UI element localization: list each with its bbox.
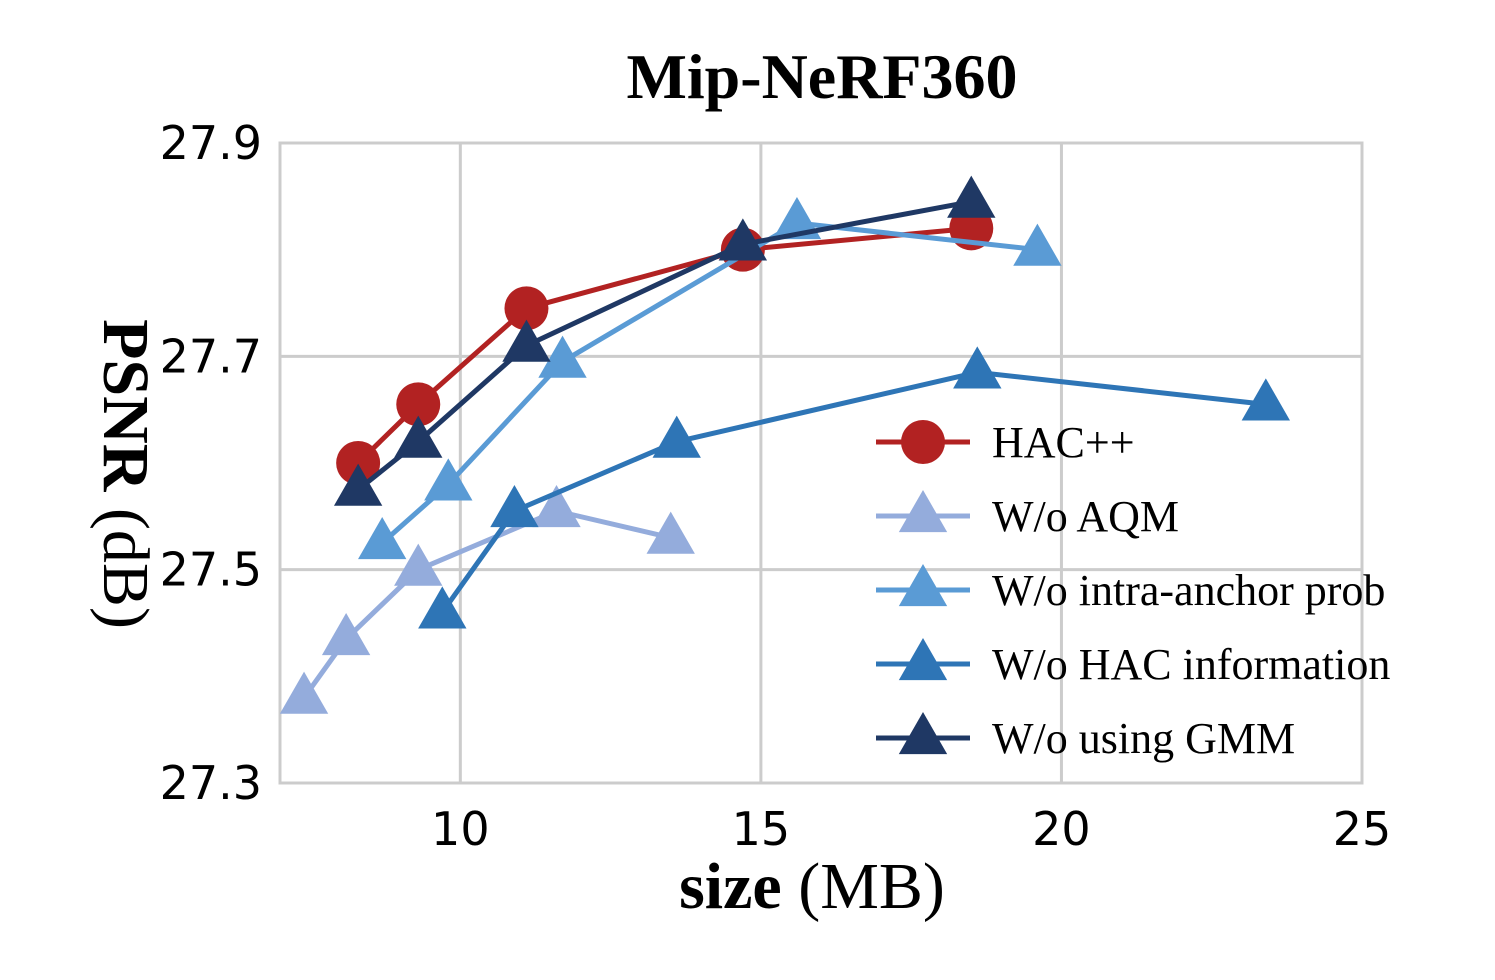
ticks: 10 15 20 25 27.3 27.5 27.7 27.9	[160, 116, 1392, 856]
legend-marker	[898, 490, 948, 533]
data-point	[333, 463, 383, 506]
legend-marker	[898, 638, 948, 681]
legend-item: HAC++	[876, 418, 1135, 467]
data-point	[532, 485, 581, 528]
legend-item: W/o HAC information	[876, 638, 1390, 689]
data-point	[772, 197, 822, 240]
series-2	[358, 197, 1062, 560]
data-point	[1013, 223, 1062, 266]
legend-item: W/o intra-anchor prob	[876, 564, 1385, 615]
data-point	[1241, 378, 1291, 421]
chart-title: Mip-NeRF360	[626, 41, 1017, 112]
data-point	[718, 218, 768, 261]
x-axis-label-unit: (MB)	[782, 850, 945, 923]
data-point	[394, 415, 443, 458]
data-point	[504, 286, 549, 331]
series-line	[302, 508, 672, 700]
series-3	[418, 346, 1291, 629]
legend-item: W/o AQM	[876, 490, 1179, 541]
x-tick-label: 15	[732, 802, 791, 856]
legend: HAC++ W/o AQM W/o intra-anchor prob W/o HAC…	[876, 418, 1390, 763]
x-tick-label: 25	[1333, 802, 1392, 856]
data-point	[358, 517, 407, 560]
series-layer	[279, 175, 1291, 714]
data-point	[538, 335, 587, 378]
data-point	[947, 175, 996, 218]
series-4	[333, 175, 996, 506]
legend-marker	[898, 712, 948, 755]
data-point	[336, 441, 381, 485]
data-point	[953, 346, 1002, 389]
y-tick-label: 27.7	[160, 329, 262, 383]
data-point	[652, 415, 701, 458]
legend-item: W/o using GMM	[876, 712, 1295, 763]
x-axis-label-bold: size	[679, 850, 782, 923]
y-axis-label-bold: PSNR	[89, 319, 162, 493]
legend-label: HAC++	[992, 418, 1135, 467]
data-point	[502, 319, 551, 362]
data-point	[418, 586, 467, 629]
data-point	[321, 613, 371, 656]
series-1	[279, 485, 695, 714]
data-point	[394, 543, 443, 586]
legend-label: W/o AQM	[992, 492, 1179, 541]
data-point	[279, 671, 329, 714]
y-tick-label: 27.5	[160, 543, 262, 597]
x-tick-label: 20	[1032, 802, 1091, 856]
legend-label: W/o using GMM	[992, 714, 1295, 763]
data-point	[646, 511, 695, 554]
legend-label: W/o HAC information	[992, 640, 1390, 689]
y-tick-label: 27.9	[160, 116, 262, 170]
legend-marker	[901, 420, 945, 464]
legend-marker	[898, 564, 948, 607]
y-axis-label-unit: (dB)	[89, 491, 162, 628]
series-line	[356, 225, 972, 465]
data-point	[490, 485, 539, 528]
plot-frame	[278, 141, 1364, 785]
legend-label: W/o intra-anchor prob	[992, 566, 1385, 615]
data-point	[424, 458, 473, 501]
data-point	[396, 382, 441, 427]
x-axis-label: size (MB)	[679, 850, 945, 923]
y-tick-label: 27.3	[160, 756, 262, 810]
y-axis-label: PSNR (dB)	[89, 319, 162, 629]
x-tick-label: 10	[431, 802, 490, 856]
